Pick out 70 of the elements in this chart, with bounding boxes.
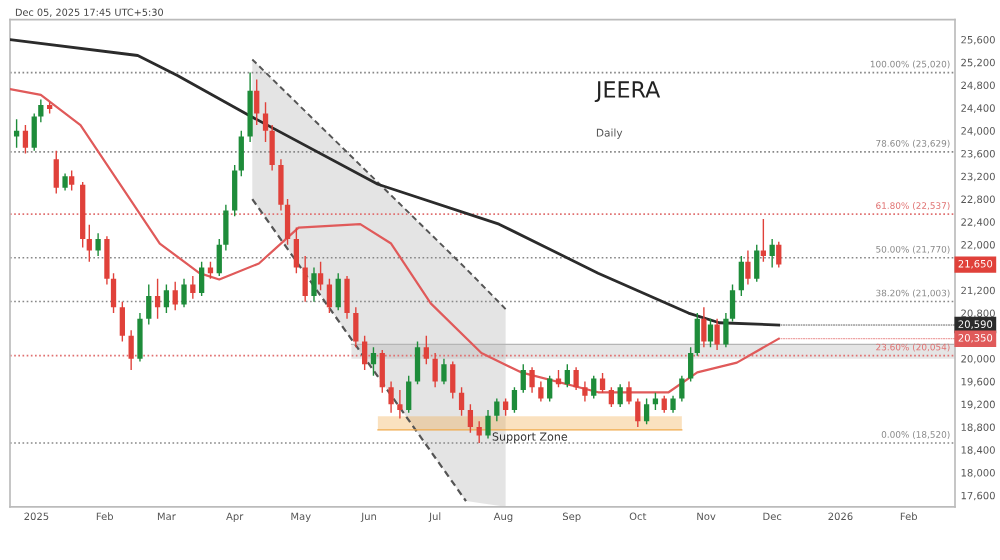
candlestick [238, 130, 244, 177]
candlestick [547, 375, 553, 403]
candlestick [311, 266, 317, 303]
candlestick [254, 78, 260, 126]
candlestick [22, 124, 29, 155]
candlestick [293, 226, 300, 274]
candlestick [714, 318, 720, 351]
candlestick [745, 249, 751, 286]
candlestick [582, 380, 588, 403]
candlestick [95, 232, 101, 257]
candlestick [388, 380, 394, 414]
candlestick [146, 283, 152, 326]
candlestick [476, 420, 482, 444]
candlestick [754, 243, 760, 283]
candlestick [317, 261, 324, 291]
candlestick [738, 255, 744, 297]
candlestick [119, 300, 125, 343]
candlestick [520, 363, 526, 394]
candlestick [626, 380, 632, 405]
candlestick [414, 340, 421, 385]
candlestick [441, 357, 447, 385]
candlestick [154, 278, 161, 320]
candlestick [635, 397, 641, 428]
candlestick [53, 149, 59, 195]
candlestick [232, 164, 238, 217]
candlestick [450, 360, 456, 400]
candlestick [432, 352, 438, 388]
candlestick [137, 312, 143, 363]
candlestick [370, 346, 377, 377]
candlestick [379, 349, 385, 394]
candlestick [247, 71, 253, 143]
candlestick [69, 169, 75, 192]
candlestick [181, 278, 187, 309]
candlestick [423, 335, 429, 366]
candlestick [688, 346, 694, 383]
candlestick [406, 375, 412, 414]
candlestick [643, 397, 650, 425]
candlestick [599, 372, 606, 394]
candlestick [86, 224, 92, 263]
text: JEERA [594, 81, 661, 102]
candlestick [163, 283, 170, 314]
candlestick [591, 375, 597, 400]
candlestick [776, 241, 782, 269]
candlestick [344, 275, 350, 320]
candlestick [458, 386, 465, 417]
candlestick [538, 380, 544, 403]
candlestick [707, 318, 714, 348]
candlestick [335, 272, 341, 311]
candlestick [608, 386, 615, 408]
candlestick [564, 363, 570, 388]
candlestick [760, 218, 766, 263]
candlestick [397, 389, 403, 420]
candlestick [326, 278, 333, 314]
candlestick [679, 375, 685, 403]
candlestick [485, 409, 491, 440]
candlestick [362, 335, 368, 371]
candlestick [467, 403, 474, 434]
candlestick [199, 261, 205, 297]
candlestick [573, 366, 579, 391]
candlestick [769, 238, 775, 269]
candlestick [529, 366, 535, 394]
candlestick [172, 281, 178, 311]
candlestick [494, 397, 500, 423]
candlestick [302, 255, 308, 303]
candlestick [701, 306, 707, 348]
candlestick [617, 383, 623, 408]
candlestick [694, 312, 700, 357]
candlestick [511, 386, 518, 414]
candlestick [128, 329, 134, 371]
candlestick [353, 306, 359, 348]
